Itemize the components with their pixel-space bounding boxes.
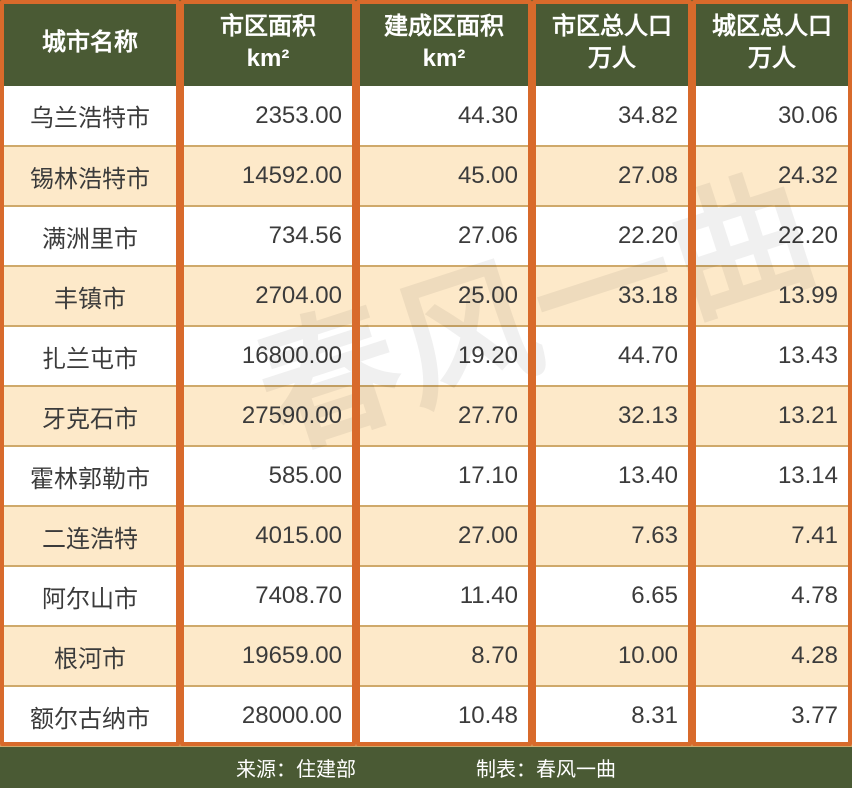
cell-name: 二连浩特 bbox=[0, 506, 180, 566]
cell-name: 锡林浩特市 bbox=[0, 146, 180, 206]
table-row: 乌兰浩特市2353.0044.3034.8230.06 bbox=[0, 86, 852, 146]
cell-area: 2353.00 bbox=[180, 86, 356, 146]
cell-built: 19.20 bbox=[356, 326, 532, 386]
cell-popcity: 34.82 bbox=[532, 86, 692, 146]
cell-area: 585.00 bbox=[180, 446, 356, 506]
cell-popurban: 3.77 bbox=[692, 686, 852, 746]
header-col-2: 建成区面积km² bbox=[356, 0, 532, 86]
cell-popurban: 22.20 bbox=[692, 206, 852, 266]
cell-area: 14592.00 bbox=[180, 146, 356, 206]
cell-name: 满洲里市 bbox=[0, 206, 180, 266]
cell-popcity: 7.63 bbox=[532, 506, 692, 566]
footer-source: 来源：住建部 bbox=[236, 753, 356, 782]
cell-popurban: 7.41 bbox=[692, 506, 852, 566]
header-col-0: 城市名称 bbox=[0, 0, 180, 86]
cell-built: 11.40 bbox=[356, 566, 532, 626]
cell-popurban: 24.32 bbox=[692, 146, 852, 206]
table-row: 扎兰屯市16800.0019.2044.7013.43 bbox=[0, 326, 852, 386]
cell-built: 17.10 bbox=[356, 446, 532, 506]
cell-area: 4015.00 bbox=[180, 506, 356, 566]
footer-maker: 制表：春风一曲 bbox=[476, 753, 616, 782]
cell-area: 19659.00 bbox=[180, 626, 356, 686]
cell-popcity: 22.20 bbox=[532, 206, 692, 266]
cell-popcity: 27.08 bbox=[532, 146, 692, 206]
cell-popurban: 13.14 bbox=[692, 446, 852, 506]
table-container: 春风一曲 城市名称市区面积km²建成区面积km²市区总人口万人城区总人口万人 乌… bbox=[0, 0, 852, 788]
cell-popurban: 30.06 bbox=[692, 86, 852, 146]
cell-area: 28000.00 bbox=[180, 686, 356, 746]
header-col-1: 市区面积km² bbox=[180, 0, 356, 86]
cell-built: 8.70 bbox=[356, 626, 532, 686]
cell-area: 16800.00 bbox=[180, 326, 356, 386]
cell-name: 扎兰屯市 bbox=[0, 326, 180, 386]
header-col-4: 城区总人口万人 bbox=[692, 0, 852, 86]
cell-built: 27.70 bbox=[356, 386, 532, 446]
cell-built: 44.30 bbox=[356, 86, 532, 146]
cell-popcity: 10.00 bbox=[532, 626, 692, 686]
cell-built: 10.48 bbox=[356, 686, 532, 746]
cell-popcity: 6.65 bbox=[532, 566, 692, 626]
cell-popcity: 8.31 bbox=[532, 686, 692, 746]
cell-name: 乌兰浩特市 bbox=[0, 86, 180, 146]
cell-popurban: 13.21 bbox=[692, 386, 852, 446]
cell-popurban: 4.28 bbox=[692, 626, 852, 686]
cell-popurban: 13.43 bbox=[692, 326, 852, 386]
cell-built: 27.00 bbox=[356, 506, 532, 566]
cell-built: 45.00 bbox=[356, 146, 532, 206]
table-header: 城市名称市区面积km²建成区面积km²市区总人口万人城区总人口万人 bbox=[0, 0, 852, 86]
city-table: 城市名称市区面积km²建成区面积km²市区总人口万人城区总人口万人 乌兰浩特市2… bbox=[0, 0, 852, 788]
cell-popcity: 32.13 bbox=[532, 386, 692, 446]
cell-area: 2704.00 bbox=[180, 266, 356, 326]
cell-name: 额尔古纳市 bbox=[0, 686, 180, 746]
cell-popcity: 13.40 bbox=[532, 446, 692, 506]
cell-name: 牙克石市 bbox=[0, 386, 180, 446]
cell-popurban: 4.78 bbox=[692, 566, 852, 626]
cell-popcity: 33.18 bbox=[532, 266, 692, 326]
table-row: 满洲里市734.5627.0622.2022.20 bbox=[0, 206, 852, 266]
cell-built: 25.00 bbox=[356, 266, 532, 326]
cell-built: 27.06 bbox=[356, 206, 532, 266]
table-body: 乌兰浩特市2353.0044.3034.8230.06锡林浩特市14592.00… bbox=[0, 86, 852, 746]
table-row: 阿尔山市7408.7011.406.654.78 bbox=[0, 566, 852, 626]
cell-popurban: 13.99 bbox=[692, 266, 852, 326]
cell-popcity: 44.70 bbox=[532, 326, 692, 386]
cell-area: 734.56 bbox=[180, 206, 356, 266]
table-row: 锡林浩特市14592.0045.0027.0824.32 bbox=[0, 146, 852, 206]
table-row: 额尔古纳市28000.0010.488.313.77 bbox=[0, 686, 852, 746]
header-col-3: 市区总人口万人 bbox=[532, 0, 692, 86]
cell-name: 霍林郭勒市 bbox=[0, 446, 180, 506]
table-row: 牙克石市27590.0027.7032.1313.21 bbox=[0, 386, 852, 446]
cell-name: 阿尔山市 bbox=[0, 566, 180, 626]
table-row: 根河市19659.008.7010.004.28 bbox=[0, 626, 852, 686]
table-row: 丰镇市2704.0025.0033.1813.99 bbox=[0, 266, 852, 326]
cell-name: 丰镇市 bbox=[0, 266, 180, 326]
table-row: 二连浩特4015.0027.007.637.41 bbox=[0, 506, 852, 566]
cell-area: 7408.70 bbox=[180, 566, 356, 626]
table-footer: 来源：住建部 制表：春风一曲 bbox=[0, 746, 852, 788]
table-row: 霍林郭勒市585.0017.1013.4013.14 bbox=[0, 446, 852, 506]
cell-name: 根河市 bbox=[0, 626, 180, 686]
cell-area: 27590.00 bbox=[180, 386, 356, 446]
